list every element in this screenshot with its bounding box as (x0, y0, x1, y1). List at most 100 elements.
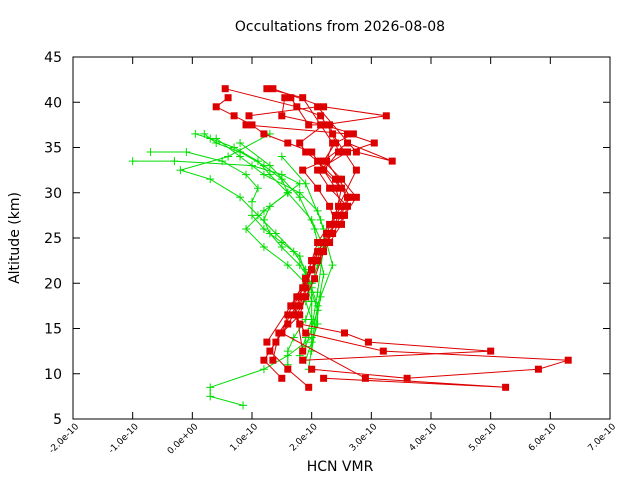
data-point (320, 166, 328, 174)
data-point (335, 202, 342, 210)
data-point (326, 202, 334, 210)
y-axis-label: Altitude (km) (7, 192, 23, 284)
data-point (320, 374, 328, 382)
data-point (253, 184, 262, 193)
data-point (328, 261, 337, 270)
data-point (289, 247, 298, 256)
data-point (278, 374, 286, 382)
data-point (182, 148, 191, 157)
data-point (283, 261, 292, 270)
data-point (364, 338, 372, 346)
profile-line (225, 88, 357, 361)
data-point (206, 383, 215, 392)
y-tick-label: 30 (44, 186, 62, 202)
data-point (206, 392, 215, 401)
chart-title: Occultations from 2026-08-08 (235, 19, 445, 35)
data-point (344, 139, 351, 147)
series-2 (212, 85, 572, 391)
data-point (224, 152, 233, 161)
data-point (263, 85, 271, 93)
x-tick-label: 2.0e-10 (288, 422, 320, 454)
data-point (341, 211, 348, 219)
data-point (236, 138, 245, 147)
data-point (253, 211, 262, 220)
data-point (170, 157, 179, 166)
data-point (314, 166, 322, 174)
data-point (314, 103, 322, 111)
data-point (299, 293, 307, 301)
data-point (299, 356, 307, 364)
x-tick-label: 6.0e-10 (527, 422, 559, 454)
data-point (323, 230, 331, 237)
data-point (284, 139, 292, 147)
data-point (293, 311, 301, 319)
data-point (242, 121, 250, 129)
y-axis: 5 10 15 20 25 30 35 40 45 (44, 50, 610, 428)
data-point (323, 157, 331, 165)
data-point (308, 365, 316, 373)
data-point (284, 320, 292, 328)
data-point (299, 284, 307, 292)
data-point (338, 184, 345, 192)
data-point (259, 215, 268, 224)
data-point (277, 152, 286, 161)
data-point (299, 347, 307, 355)
x-tick-label: 0.0e+00 (166, 422, 201, 457)
data-point (320, 248, 328, 256)
data-point (329, 230, 337, 237)
data-point (329, 139, 337, 147)
data-point (283, 347, 292, 356)
y-tick-label: 45 (44, 50, 62, 66)
data-point (379, 347, 387, 355)
data-point (224, 94, 232, 102)
plot-area (128, 85, 572, 410)
data-point (278, 112, 286, 120)
data-point (344, 130, 351, 138)
data-point (332, 211, 339, 219)
data-point (388, 157, 396, 165)
data-point (293, 293, 301, 301)
data-point (277, 175, 286, 184)
data-point (296, 139, 304, 147)
data-point (326, 220, 334, 228)
data-point (370, 139, 378, 147)
data-point (230, 112, 238, 120)
data-point (191, 129, 200, 138)
x-tick-label: 5.0e-10 (467, 422, 499, 454)
data-point (265, 170, 274, 179)
x-tick-label: 7.0e-10 (587, 422, 619, 454)
data-point (206, 175, 215, 184)
data-point (314, 157, 322, 165)
data-point (352, 148, 360, 156)
data-point (287, 302, 295, 310)
data-point (259, 206, 268, 215)
data-point (326, 121, 334, 129)
data-point (341, 148, 348, 156)
data-point (299, 94, 307, 102)
data-point (296, 320, 304, 328)
data-point (310, 224, 319, 233)
data-point (281, 94, 289, 102)
data-point (176, 166, 185, 175)
data-point (296, 302, 304, 310)
data-point (236, 193, 245, 202)
data-point (253, 157, 262, 166)
data-point (314, 184, 322, 192)
data-point (320, 103, 328, 111)
data-point (305, 383, 313, 391)
data-point (335, 148, 342, 156)
data-point (272, 338, 280, 346)
data-point (487, 347, 495, 355)
data-point (332, 220, 339, 228)
data-point (347, 193, 354, 201)
data-point (352, 166, 360, 174)
data-point (239, 401, 248, 410)
data-point (221, 85, 229, 93)
data-point (287, 94, 295, 102)
data-point (212, 103, 220, 111)
data-point (284, 365, 292, 373)
data-point (275, 329, 283, 337)
profile-line (195, 133, 325, 329)
data-point (284, 311, 292, 319)
